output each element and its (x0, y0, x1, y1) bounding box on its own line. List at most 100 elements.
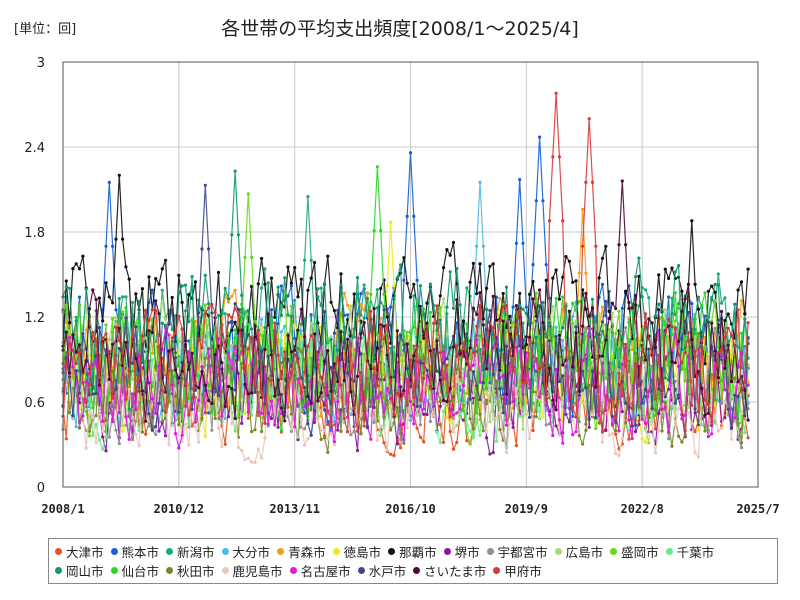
data-point (657, 411, 661, 415)
data-point (620, 362, 624, 366)
data-point (451, 395, 456, 399)
legend-label: 千葉市 (676, 545, 715, 560)
data-point (137, 444, 141, 448)
data-point (511, 425, 515, 429)
data-point (216, 337, 221, 341)
data-point (200, 369, 204, 373)
data-point (478, 401, 482, 405)
data-point (336, 380, 340, 384)
data-point (425, 412, 429, 417)
data-point (442, 297, 446, 301)
data-point (627, 403, 631, 407)
data-point (713, 414, 717, 418)
data-point (322, 403, 327, 407)
data-point (187, 425, 191, 429)
data-point (130, 377, 135, 381)
data-point (554, 367, 558, 372)
data-point (164, 258, 168, 262)
data-point (389, 323, 393, 327)
data-point (458, 412, 462, 416)
data-point (485, 430, 489, 434)
data-point (382, 337, 386, 341)
data-point (451, 447, 456, 451)
data-point (127, 437, 131, 441)
data-point (303, 411, 307, 415)
data-point (710, 284, 714, 288)
data-point (604, 394, 608, 398)
data-point (150, 397, 154, 401)
data-point (207, 408, 211, 412)
data-point (600, 430, 605, 434)
data-point (647, 296, 651, 300)
data-point (71, 349, 75, 353)
data-point (379, 325, 383, 329)
data-point (475, 244, 479, 248)
data-point (359, 371, 363, 375)
data-point (729, 393, 734, 397)
data-point (94, 339, 98, 343)
data-point (494, 379, 499, 383)
data-point (362, 417, 366, 421)
data-point (733, 382, 737, 387)
data-point (432, 387, 436, 391)
data-point (590, 367, 595, 371)
data-point (590, 369, 595, 373)
data-point (541, 363, 545, 367)
data-point (114, 316, 118, 320)
data-point (339, 429, 343, 433)
data-point (154, 309, 158, 313)
data-point (455, 423, 459, 428)
data-point (663, 331, 667, 335)
data-point (594, 315, 598, 319)
legend-marker (554, 548, 562, 555)
data-point (150, 308, 154, 312)
data-point (147, 399, 151, 403)
data-point (154, 432, 158, 437)
data-point (521, 241, 525, 245)
data-point (309, 433, 313, 437)
data-point (471, 427, 475, 431)
data-point (581, 388, 585, 392)
data-point (134, 356, 138, 361)
legend-marker (55, 548, 62, 555)
data-point (220, 414, 224, 418)
data-point (733, 376, 737, 380)
data-point (385, 353, 389, 357)
data-point (157, 312, 161, 316)
data-point (683, 413, 687, 417)
data-point (531, 279, 535, 284)
data-point (279, 430, 283, 434)
data-point (442, 402, 446, 406)
data-point (94, 441, 98, 445)
data-point (385, 307, 389, 311)
data-point (177, 291, 181, 295)
data-point (739, 446, 744, 450)
data-point (491, 389, 495, 393)
data-point (564, 346, 568, 350)
data-point (180, 440, 184, 444)
data-point (650, 350, 654, 354)
data-point (617, 371, 621, 375)
data-point (696, 307, 701, 311)
data-point (107, 180, 111, 184)
data-point (723, 388, 727, 392)
data-point (253, 428, 257, 432)
data-point (587, 326, 591, 331)
data-point (501, 302, 505, 307)
data-point (528, 338, 532, 342)
data-point (266, 333, 270, 337)
data-point (64, 279, 68, 283)
data-point (389, 346, 393, 350)
data-point (534, 396, 538, 400)
data-point (220, 312, 224, 316)
data-point (637, 343, 641, 347)
data-point (332, 331, 336, 335)
data-point (627, 437, 631, 441)
data-point (216, 393, 221, 398)
data-point (91, 330, 95, 335)
data-point (561, 441, 565, 445)
data-point (624, 424, 628, 428)
data-point (144, 419, 148, 423)
data-point (246, 333, 250, 337)
data-point (379, 433, 383, 438)
